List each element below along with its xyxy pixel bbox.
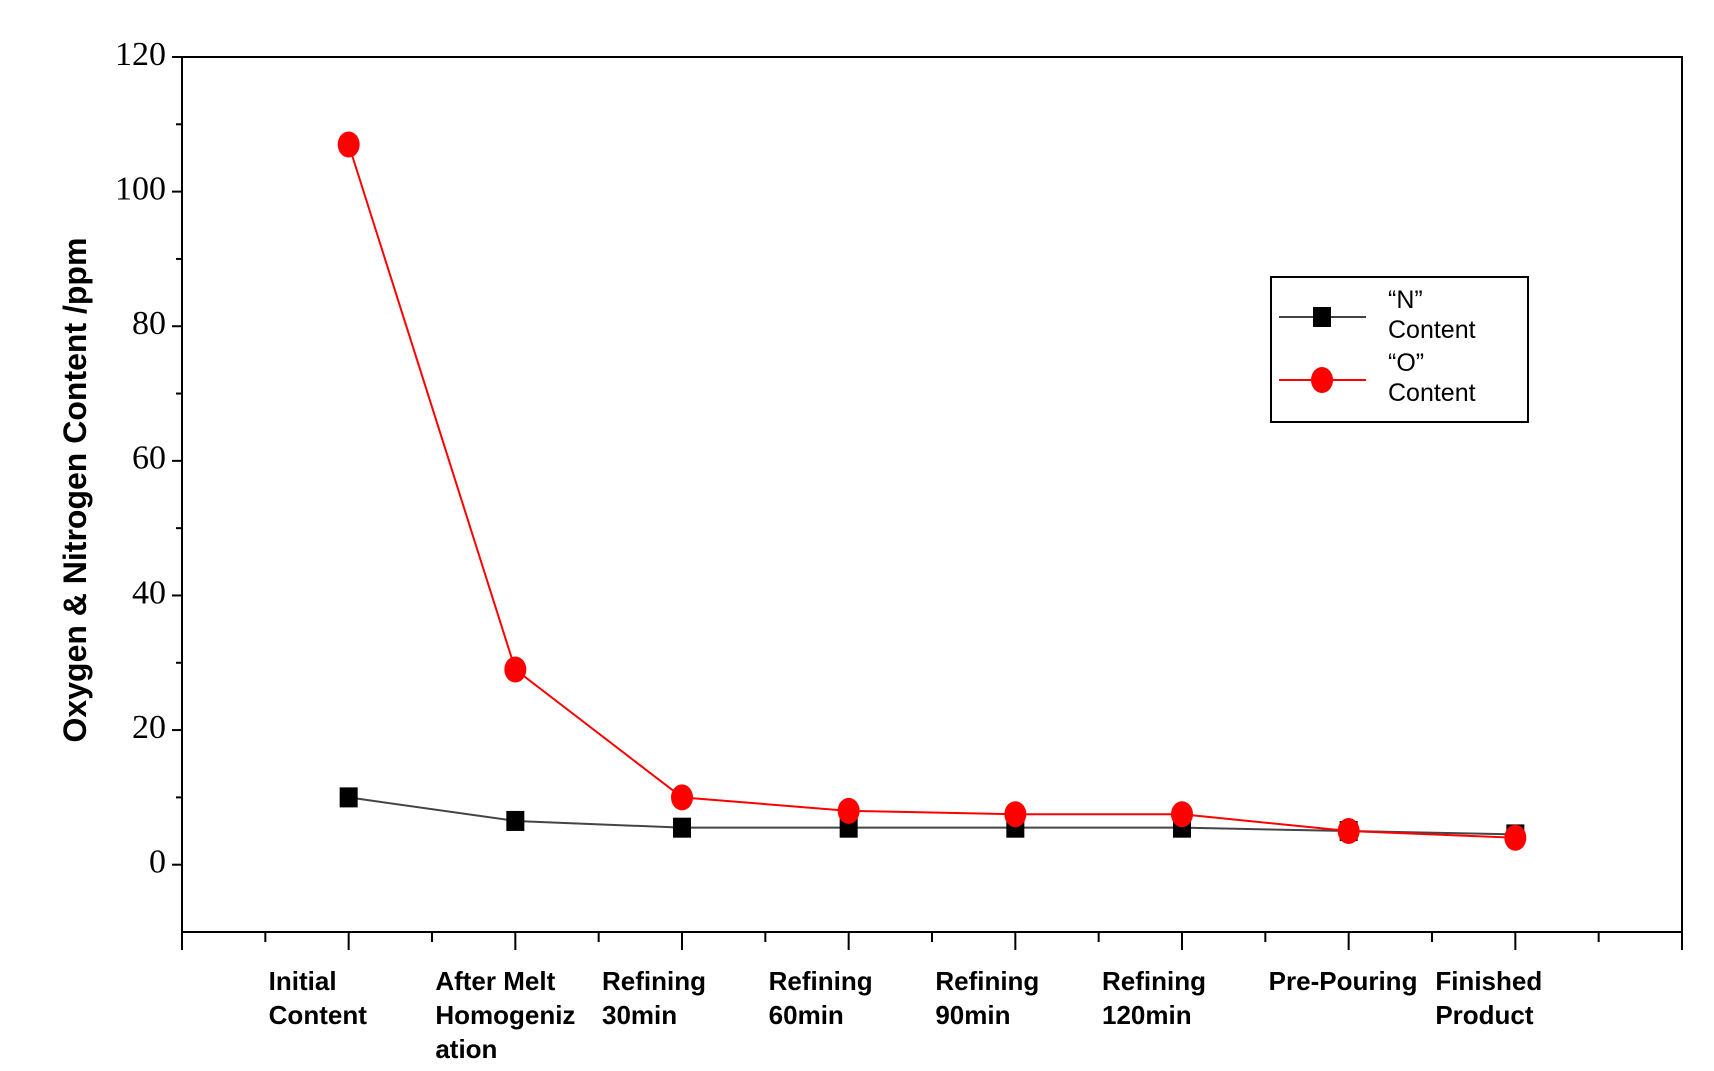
x-tick-label: Refining 60min xyxy=(768,966,873,1030)
x-tick-label: Finished Product xyxy=(1435,966,1543,1030)
x-tick-label: Refining 120min xyxy=(1102,966,1206,1030)
marker xyxy=(1171,801,1193,828)
marker xyxy=(1313,307,1331,327)
marker xyxy=(1504,824,1527,851)
series-line xyxy=(348,796,1516,836)
marker xyxy=(673,817,691,838)
legend-label: “O” Content xyxy=(1388,349,1476,407)
marker xyxy=(504,656,527,683)
legend-box xyxy=(1270,276,1529,423)
y-tick-label: 20 xyxy=(132,709,166,746)
y-tick-label: 120 xyxy=(115,36,166,73)
marker xyxy=(671,784,693,811)
x-tick-label: After Melt Homogenization xyxy=(435,966,576,1064)
y-tick-label: 60 xyxy=(132,440,166,477)
x-tick-label: Refining 30min xyxy=(602,966,706,1030)
x-tick-label: Pre-Pouring xyxy=(1268,966,1418,996)
x-tick-label: Initial Content xyxy=(268,966,367,1030)
y-tick-label: 80 xyxy=(132,305,166,342)
marker xyxy=(337,131,360,158)
series-line xyxy=(347,144,1516,839)
y-tick-label: 100 xyxy=(115,170,166,207)
marker xyxy=(1004,801,1027,828)
y-axis-label: Oxygen & Nitrogen Content /ppm xyxy=(57,237,93,743)
marker xyxy=(506,810,525,831)
legend-label: “N” Content xyxy=(1388,286,1476,344)
marker xyxy=(339,787,358,808)
plot-frame xyxy=(181,56,1683,933)
x-tick-label: Refining 90min xyxy=(935,966,1040,1030)
marker xyxy=(1337,818,1360,845)
marker xyxy=(1311,367,1333,393)
y-tick-label: 40 xyxy=(132,574,166,611)
marker xyxy=(837,797,860,824)
y-tick-label: 0 xyxy=(149,843,166,880)
